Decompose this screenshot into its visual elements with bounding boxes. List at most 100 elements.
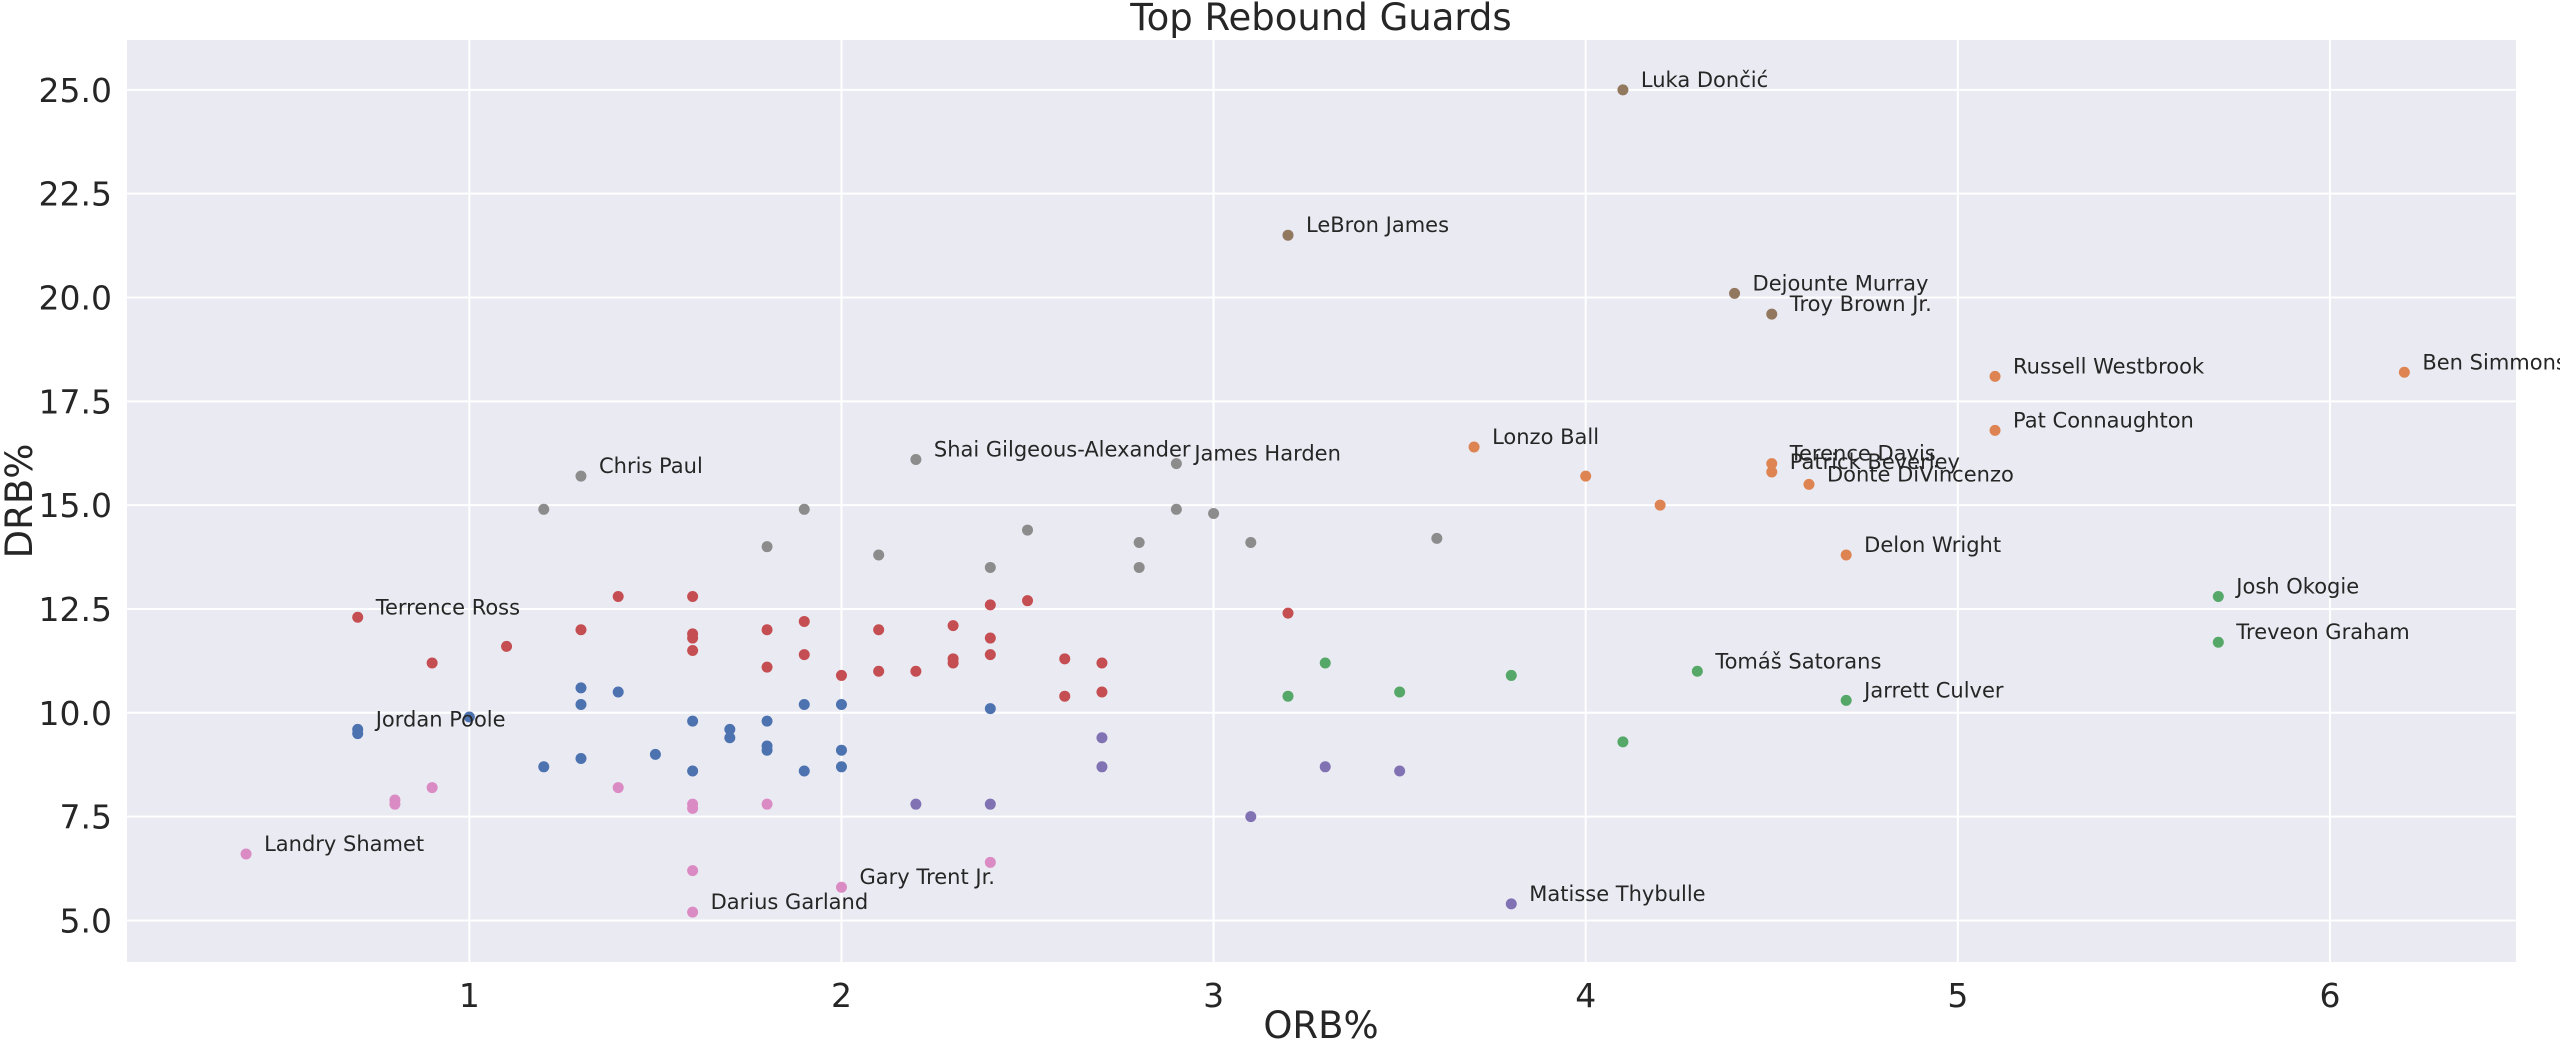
data-point [1282,607,1294,619]
y-tick-label: 17.5 [39,382,112,421]
x-tick-label: 5 [1947,976,1968,1015]
data-point [984,703,996,715]
data-point [389,798,401,810]
point-annotation: Troy Brown Jr. [1789,292,1932,316]
data-point [1170,458,1182,470]
data-point [761,744,773,756]
point-annotation: Terence Davis [1789,442,1936,466]
y-tick-label: 7.5 [60,798,112,837]
data-point [1059,653,1071,665]
data-point [984,561,996,573]
data-point [649,748,661,760]
data-point [1989,424,2001,436]
data-point [798,615,810,627]
data-point [501,640,513,652]
y-tick-label: 25.0 [39,71,112,110]
data-point [1617,736,1629,748]
data-point [1059,690,1071,702]
data-point [1580,470,1592,482]
data-point [2212,636,2224,648]
data-point [352,611,364,623]
point-annotation: Pat Connaughton [2013,408,2194,432]
point-annotation: Delon Wright [1864,533,2001,557]
y-tick-label: 5.0 [60,901,112,940]
y-axis-label: DRB% [0,444,41,559]
data-point [1319,761,1331,773]
data-points [240,84,2410,918]
x-tick-label: 4 [1575,976,1596,1015]
series-1 [1468,366,2410,561]
data-point [575,624,587,636]
data-point [426,782,438,794]
point-annotation: Patrick Beverley [1790,450,1960,474]
series-5 [1282,84,1778,320]
point-annotation: Darius Garland [711,890,869,914]
point-annotation: Tomáš Satorans [1714,649,1881,673]
x-tick-label: 2 [831,976,852,1015]
data-point [538,503,550,515]
data-point [1096,686,1108,698]
data-point [1245,537,1257,549]
point-annotation: Dejounte Murray [1753,271,1929,295]
data-point [984,649,996,661]
point-annotation: Terrence Ross [375,595,520,619]
point-annotation: Josh Okogie [2234,575,2359,599]
data-point [240,848,252,860]
data-point [1505,669,1517,681]
data-point [612,782,624,794]
point-annotation: Jarrett Culver [1862,678,2004,702]
data-point [873,549,885,561]
data-point [1431,532,1443,544]
data-point [1022,524,1034,536]
data-point [910,798,922,810]
data-point [1022,595,1034,607]
data-point [687,715,699,727]
y-tick-label: 10.0 [39,694,112,733]
data-point [1840,549,1852,561]
data-point [1505,898,1517,910]
data-point [687,591,699,603]
series-0 [352,682,996,777]
data-point [761,541,773,553]
data-point [612,686,624,698]
data-point [835,699,847,711]
data-point [947,620,959,632]
series-6 [240,782,996,918]
data-point [910,665,922,677]
data-point [1766,466,1778,478]
data-point [798,649,810,661]
data-point [761,661,773,673]
x-tick-label: 6 [2319,976,2340,1015]
data-point [873,624,885,636]
x-tick-label: 1 [459,976,480,1015]
data-point [687,906,699,918]
data-point [835,744,847,756]
data-point [426,657,438,669]
data-point [1282,690,1294,702]
point-annotation: Luka Dončić [1641,68,1768,92]
point-annotation: James Harden [1192,442,1341,466]
data-point [798,699,810,711]
data-point [1989,370,2001,382]
data-point [1803,478,1815,490]
point-annotation: Gary Trent Jr. [859,865,995,889]
series-7 [538,453,1443,573]
data-point [1245,811,1257,823]
data-point [1096,657,1108,669]
data-point [1394,686,1406,698]
x-axis-label: ORB% [1263,1004,1378,1046]
data-point [761,624,773,636]
data-point [984,632,996,644]
data-point [1766,458,1778,470]
data-point [1766,308,1778,320]
point-annotation: Donte DiVincenzo [1827,462,2014,486]
point-annotation: Russell Westbrook [2013,354,2205,378]
data-point [1282,229,1294,241]
point-annotation: Jordan Poole [374,707,506,731]
data-point [687,865,699,877]
data-point [352,728,364,740]
data-point [2398,366,2410,378]
data-point [1729,287,1741,299]
data-point [1617,84,1629,96]
